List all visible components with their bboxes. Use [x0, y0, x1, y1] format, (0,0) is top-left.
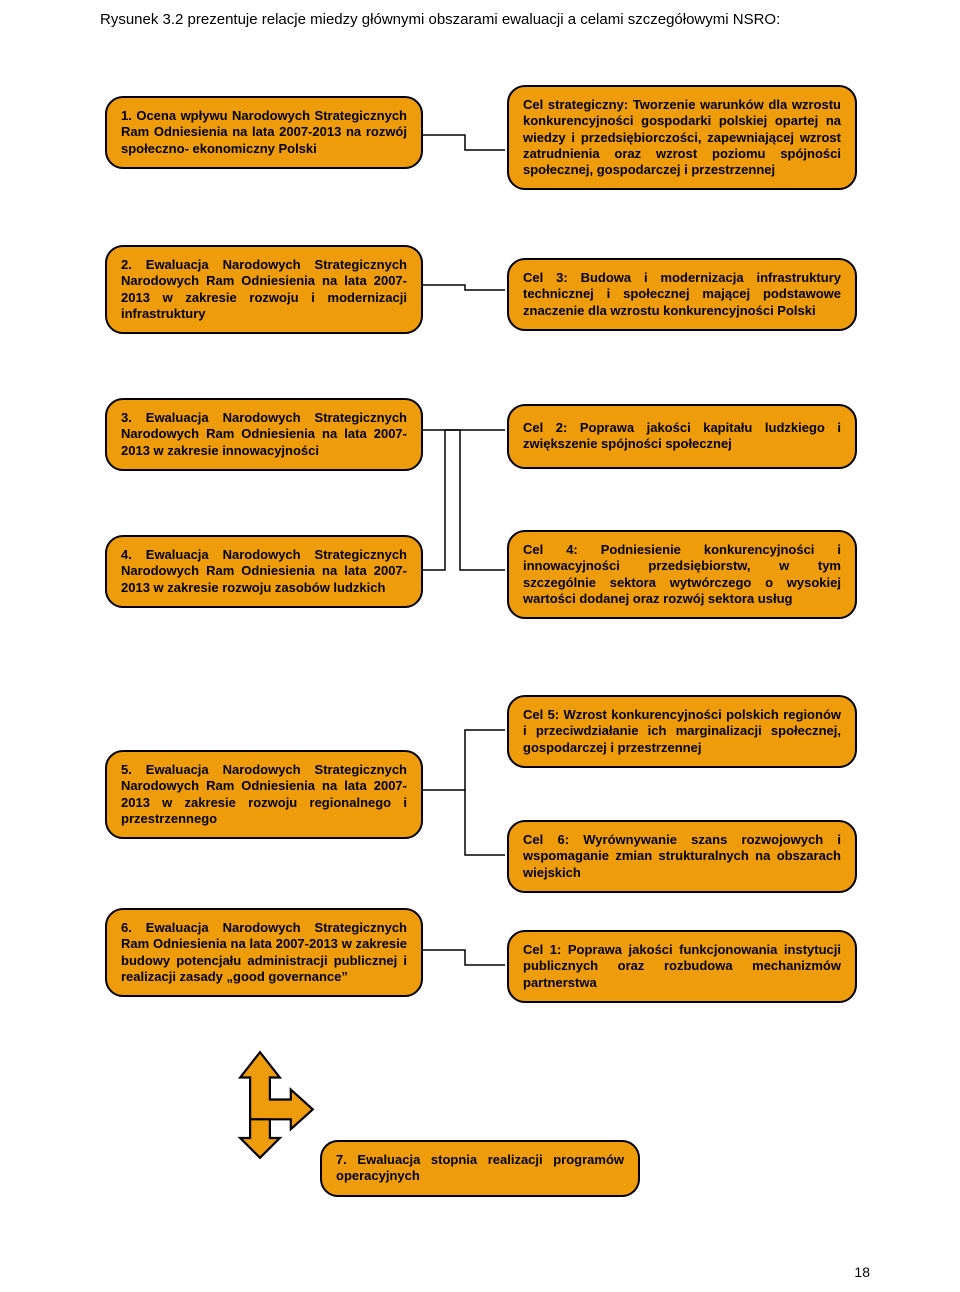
- box-7: 7. Ewaluacja stopnia realizacji programó…: [320, 1140, 640, 1197]
- box-1-text: 1. Ocena wpływu Narodowych Strategicznyc…: [121, 108, 407, 157]
- box-1: 1. Ocena wpływu Narodowych Strategicznyc…: [105, 96, 423, 169]
- connector-lines: [0, 0, 960, 1292]
- box-3-text: 3. Ewaluacja Narodowych Strategicznych N…: [121, 410, 407, 459]
- box-2: 2. Ewaluacja Narodowych Strategicznych N…: [105, 245, 423, 334]
- box-4-text: 4. Ewaluacja Narodowych Strategicznych N…: [121, 547, 407, 596]
- box-2-text: 2. Ewaluacja Narodowych Strategicznych N…: [121, 257, 407, 322]
- diagram-page: Rysunek 3.2 prezentuje relacje miedzy gł…: [0, 0, 960, 1292]
- box-7-text: 7. Ewaluacja stopnia realizacji programó…: [336, 1152, 624, 1185]
- box-6: 6. Ewaluacja Narodowych Strategicznych R…: [105, 908, 423, 997]
- box-r3: Cel 2: Poprawa jakości kapitału ludzkieg…: [507, 404, 857, 469]
- box-r2: Cel 3: Budowa i modernizacja infrastrukt…: [507, 258, 857, 331]
- double-arrow-icon: [205, 1050, 315, 1160]
- box-4: 4. Ewaluacja Narodowych Strategicznych N…: [105, 535, 423, 608]
- box-6-text: 6. Ewaluacja Narodowych Strategicznych R…: [121, 920, 407, 985]
- box-r1: Cel strategiczny: Tworzenie warunków dla…: [507, 85, 857, 190]
- box-r6-text: Cel 6: Wyrównywanie szans rozwojowych i …: [523, 832, 841, 881]
- box-5-text: 5. Ewaluacja Narodowych Strategicznych N…: [121, 762, 407, 827]
- box-r1-text: Cel strategiczny: Tworzenie warunków dla…: [523, 97, 841, 178]
- box-r2-text: Cel 3: Budowa i modernizacja infrastrukt…: [523, 270, 841, 319]
- page-number: 18: [854, 1264, 870, 1280]
- intro-text: Rysunek 3.2 prezentuje relacje miedzy gł…: [100, 10, 860, 30]
- box-r5-text: Cel 5: Wzrost konkurencyjności polskich …: [523, 707, 841, 756]
- box-r5: Cel 5: Wzrost konkurencyjności polskich …: [507, 695, 857, 768]
- box-r4: Cel 4: Podniesienie konkurencyjności i i…: [507, 530, 857, 619]
- box-r3-text: Cel 2: Poprawa jakości kapitału ludzkieg…: [523, 420, 841, 453]
- box-3: 3. Ewaluacja Narodowych Strategicznych N…: [105, 398, 423, 471]
- box-r4-text: Cel 4: Podniesienie konkurencyjności i i…: [523, 542, 841, 607]
- box-5: 5. Ewaluacja Narodowych Strategicznych N…: [105, 750, 423, 839]
- box-r7-text: Cel 1: Poprawa jakości funkcjonowania in…: [523, 942, 841, 991]
- box-r6: Cel 6: Wyrównywanie szans rozwojowych i …: [507, 820, 857, 893]
- box-r7: Cel 1: Poprawa jakości funkcjonowania in…: [507, 930, 857, 1003]
